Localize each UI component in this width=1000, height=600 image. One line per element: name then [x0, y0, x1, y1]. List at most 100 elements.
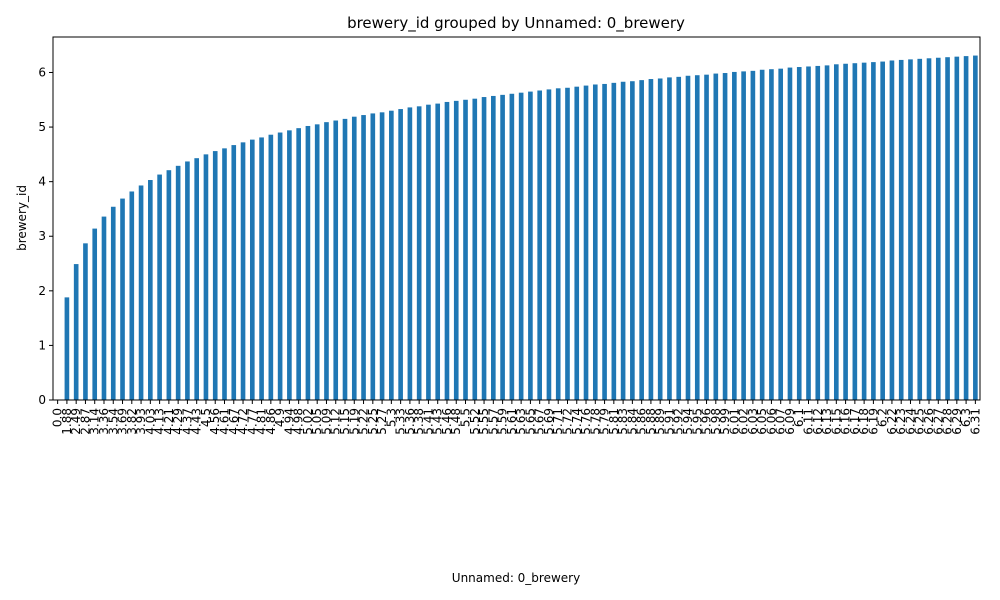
x-tick-label: 6.03	[746, 408, 760, 435]
x-tick-label: 2.49	[69, 408, 83, 435]
x-tick-label: 6.01	[727, 408, 741, 435]
y-tick-label: 5	[38, 120, 46, 134]
bar	[296, 128, 301, 400]
bar	[389, 110, 394, 401]
x-tick-label: 5.91	[662, 408, 676, 435]
x-tick-label: 6.2	[876, 408, 890, 427]
x-tick-label: 0.0	[51, 408, 65, 427]
x-tick-label: 6.22	[885, 408, 899, 435]
x-tick-label: 4.81	[255, 408, 269, 435]
bar	[796, 67, 802, 400]
bar	[565, 87, 570, 400]
x-tick-label: 5.61	[505, 408, 519, 435]
x-tick-label: 5.27	[375, 408, 389, 435]
bar	[945, 57, 950, 400]
bar	[778, 68, 784, 400]
x-tick-label: 3.69	[116, 408, 130, 435]
bar	[973, 55, 978, 401]
y-tick-label: 2	[38, 284, 46, 298]
x-tick-label: 5.43	[431, 408, 445, 435]
bar	[898, 59, 904, 400]
bar	[732, 71, 737, 401]
bar	[667, 77, 672, 400]
x-tick-label: 4.94	[282, 408, 296, 435]
bar	[963, 56, 969, 401]
bar	[555, 88, 561, 400]
bar	[453, 100, 459, 401]
x-tick-label: 6.24	[903, 408, 917, 435]
x-tick-label: 5.19	[347, 408, 361, 435]
x-tick-label: 5.36	[403, 408, 417, 435]
bar	[769, 69, 774, 400]
x-tick-label: 5.33	[394, 408, 408, 435]
bar	[73, 264, 79, 400]
bar	[861, 62, 867, 400]
x-tick-label: 5.86	[635, 408, 649, 435]
x-tick-label: 5.55	[477, 408, 491, 435]
x-tick-label: 6.26	[922, 408, 936, 435]
bar	[871, 62, 876, 401]
x-tick-label: 5.95	[690, 408, 704, 435]
bar	[166, 170, 172, 400]
bar	[676, 76, 682, 401]
bar	[806, 66, 811, 401]
bar	[759, 69, 765, 400]
bar	[194, 158, 200, 400]
bar	[157, 174, 162, 400]
x-tick-label: 4.61	[217, 408, 231, 435]
bar	[407, 107, 413, 401]
x-tick-label: 6.05	[755, 408, 769, 435]
x-tick-label: 5.83	[616, 408, 630, 435]
bar	[314, 124, 320, 400]
bar	[592, 84, 598, 400]
bar	[249, 139, 255, 400]
x-tick-label: 5.25	[366, 408, 380, 435]
x-tick-label: 5.59	[496, 408, 510, 435]
bar	[648, 79, 654, 400]
x-tick-label: 4.13	[153, 408, 167, 435]
x-tick-label: 5.15	[338, 408, 352, 435]
x-tick-label: 4.56	[208, 408, 222, 435]
bar	[815, 65, 821, 401]
x-tick-label: 6.15	[829, 408, 843, 435]
bar	[546, 89, 552, 400]
bar	[741, 71, 746, 401]
bar	[704, 74, 709, 400]
x-tick-label: 4.98	[292, 408, 306, 435]
x-tick-label: 6.19	[866, 408, 880, 435]
bar	[342, 118, 348, 400]
x-tick-label: 5.69	[542, 408, 556, 435]
x-tick-label: 1.88	[60, 408, 74, 435]
bar	[509, 93, 515, 400]
y-tick-label: 3	[38, 229, 46, 243]
y-tick-label: 6	[38, 65, 46, 79]
bar	[370, 113, 376, 400]
y-axis-label: brewery_id	[15, 185, 29, 251]
bar	[277, 132, 283, 401]
x-tick-label: 6.28	[941, 408, 955, 435]
x-tick-label: 6.13	[820, 408, 834, 435]
bar	[917, 58, 923, 400]
bar	[518, 92, 524, 400]
x-tick-label: 5.57	[486, 408, 500, 435]
x-tick-label: 5.79	[598, 408, 612, 435]
bar	[750, 70, 756, 400]
x-tick-label: 4.67	[227, 408, 241, 435]
x-tick-label: 5.96	[700, 408, 714, 435]
bar	[954, 56, 960, 401]
x-tick-label: 5.46	[440, 408, 454, 435]
bar	[537, 90, 542, 400]
x-tick-label: 4.86	[264, 408, 278, 435]
x-tick-label: 6.23	[894, 408, 908, 435]
bar	[611, 82, 617, 400]
x-tick-label: 6.07	[774, 408, 788, 435]
x-tick-label: 5.94	[681, 408, 695, 435]
bar	[639, 80, 644, 401]
x-tick-label: 6.29	[950, 408, 964, 435]
bar	[398, 109, 403, 400]
x-tick-label: 5.81	[607, 408, 621, 435]
x-tick-label: 6.02	[737, 408, 751, 435]
bar	[129, 191, 135, 400]
x-tick-label: 5.63	[514, 408, 528, 435]
